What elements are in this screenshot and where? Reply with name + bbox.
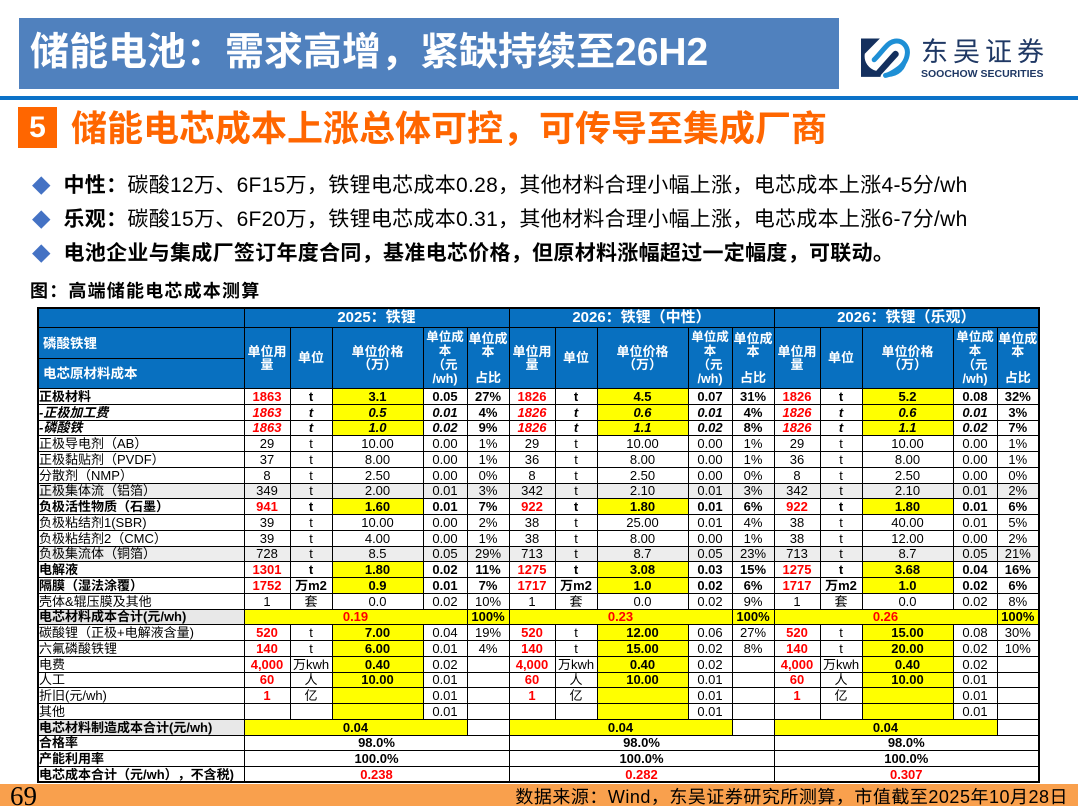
svg-text:SOOCHOW SECURITIES: SOOCHOW SECURITIES	[921, 68, 1044, 80]
svg-text:东吴证券: 东吴证券	[921, 37, 1049, 67]
